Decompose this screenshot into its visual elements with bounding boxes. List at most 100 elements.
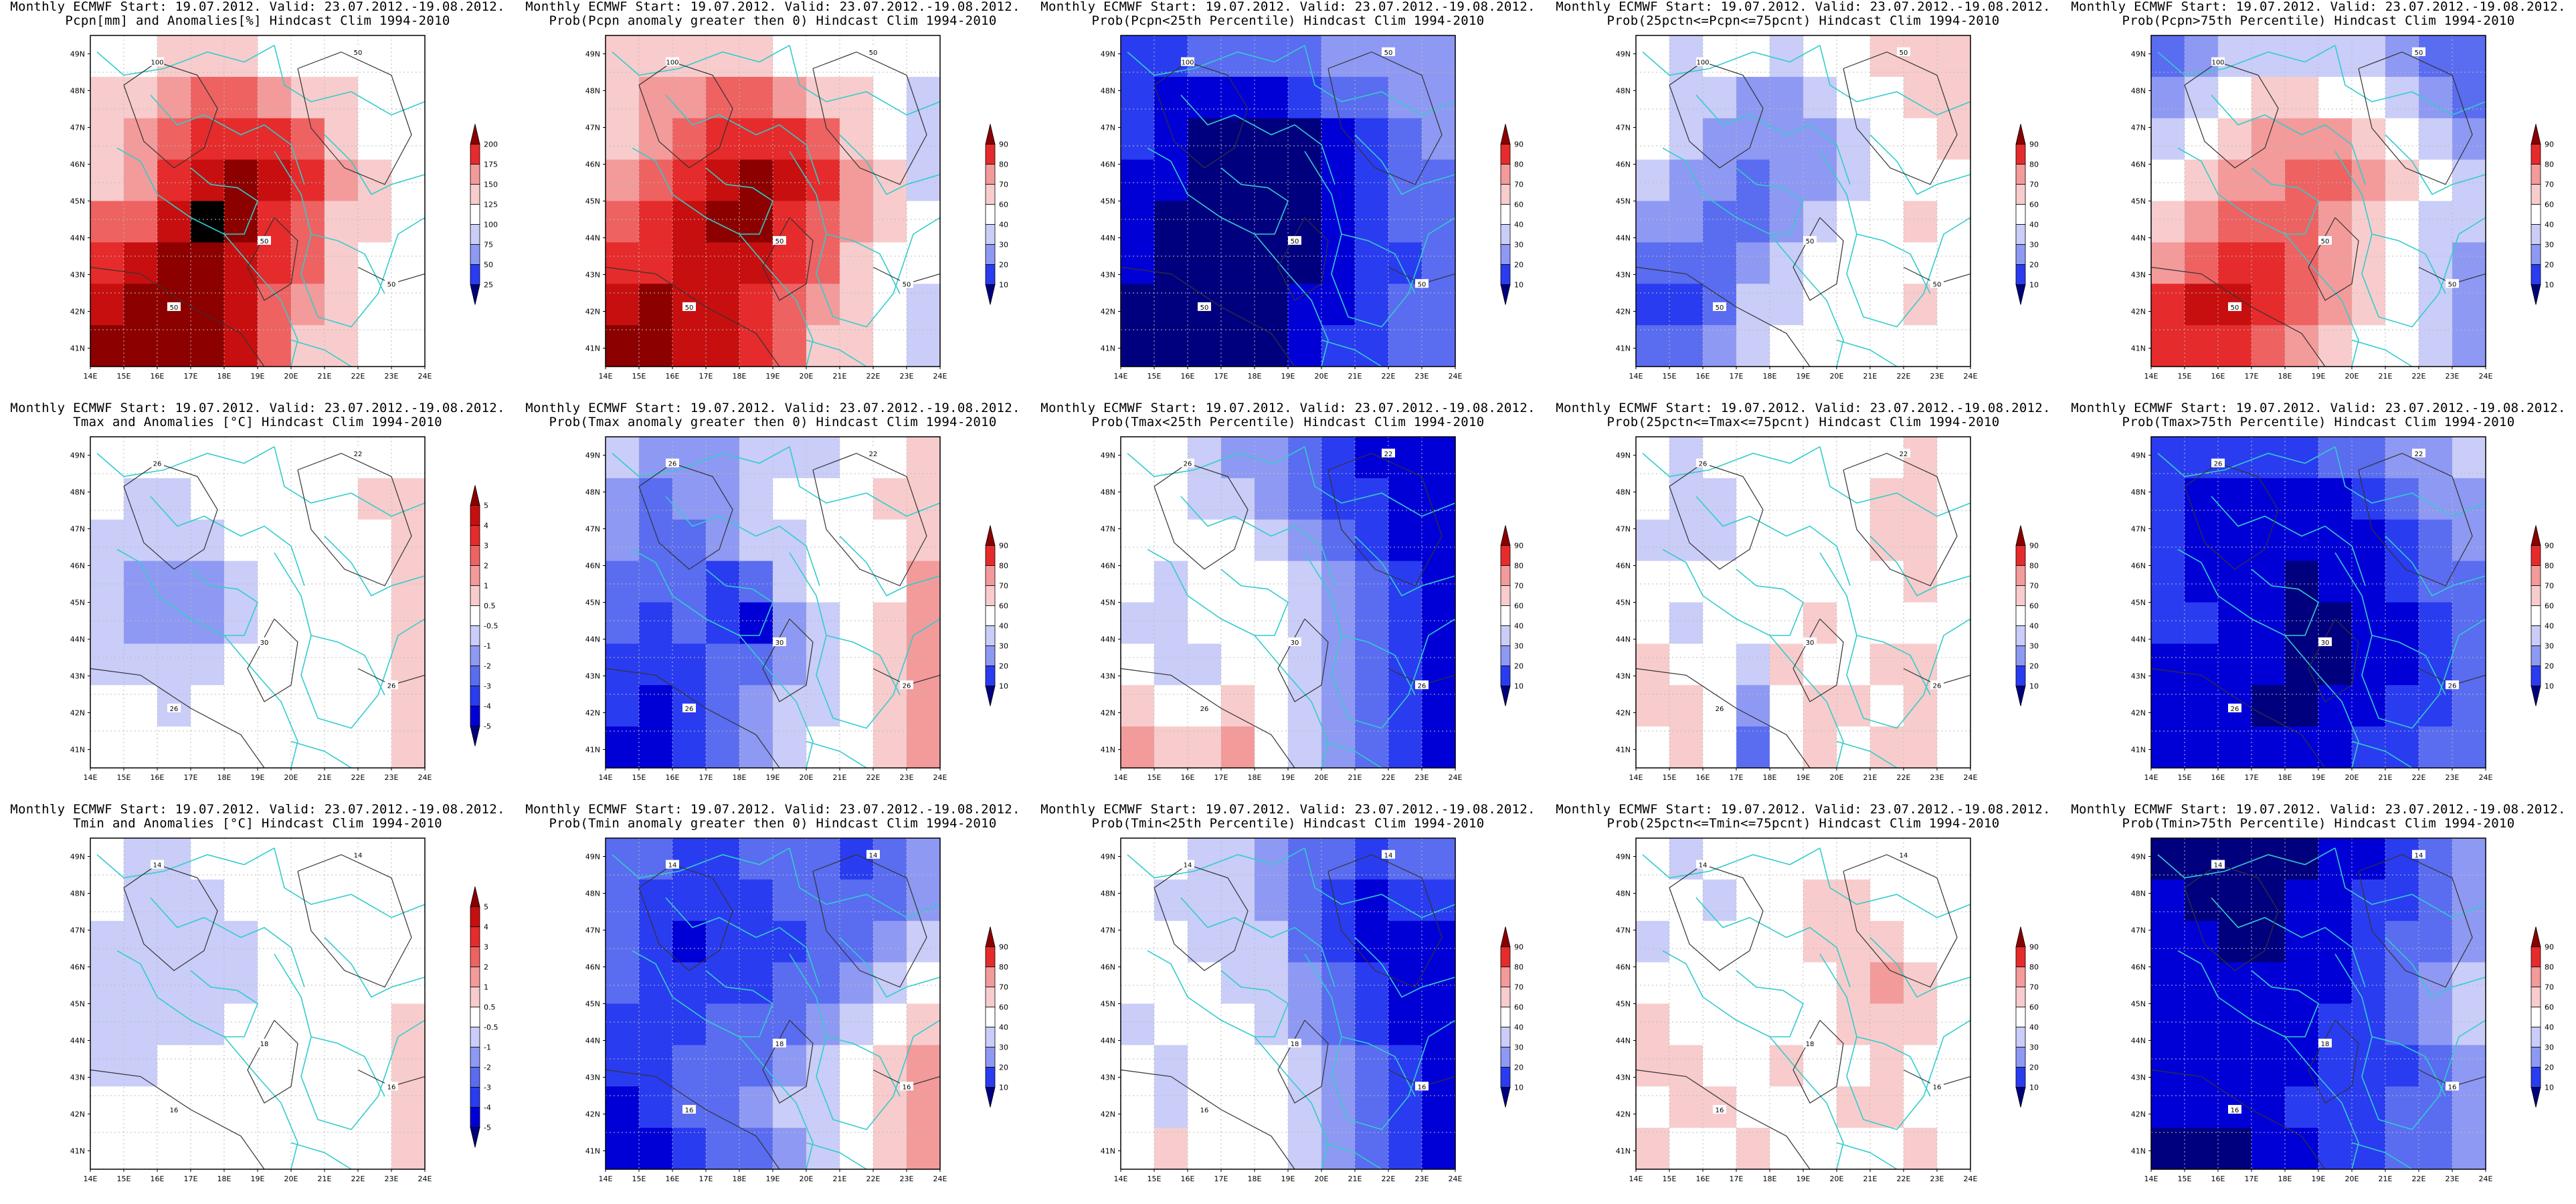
field-cell [358, 284, 392, 326]
lon-label: 18E [1248, 1175, 1262, 1183]
field-cell [2251, 1003, 2286, 1045]
field-cell [1154, 920, 1188, 963]
field-cell [2318, 159, 2353, 202]
colorbar-segment [2015, 124, 2026, 144]
border-line [2251, 569, 2319, 636]
field-cell [391, 1086, 426, 1128]
field-cell [2352, 118, 2386, 161]
field-cell [2352, 76, 2386, 119]
lat-label: 49N [70, 853, 85, 862]
border-line [310, 233, 385, 294]
field-cell [1221, 685, 1255, 727]
contour-label: 50 [1716, 304, 1724, 312]
field-cell [739, 602, 773, 644]
field-cell [806, 879, 840, 922]
field-cell [1703, 726, 1737, 769]
field-cell [191, 1128, 225, 1170]
lat-label: 49N [585, 452, 600, 460]
field-cell [2318, 284, 2353, 326]
colorbar-label: 60 [1514, 1003, 1524, 1012]
field-cell [1703, 201, 1737, 243]
field-cell [773, 962, 807, 1005]
field-cell [2419, 838, 2453, 880]
colorbar-segment [2015, 1027, 2026, 1047]
field-cell [2318, 1128, 2353, 1170]
field-cell [773, 920, 807, 963]
field-cell [1121, 1003, 1155, 1045]
border-line [2351, 740, 2413, 769]
lat-label: 44N [1101, 234, 1115, 243]
field-cell [2285, 118, 2319, 161]
field-cell [1255, 284, 1289, 326]
field-cell [157, 561, 191, 603]
field-cell [706, 726, 740, 769]
field-cell [1221, 1045, 1255, 1087]
border-line [274, 552, 426, 729]
field-cell [1904, 1128, 1938, 1170]
colorbar-label: -5 [484, 1124, 491, 1132]
field-cell [1669, 602, 1704, 644]
border-line [665, 496, 820, 587]
field-cell [1837, 962, 1871, 1005]
field-cell [639, 920, 673, 963]
field-cell [2318, 76, 2353, 119]
field-cell [124, 159, 158, 202]
panel-title-line1: Monthly ECMWF Start: 19.07.2012. Valid: … [1556, 802, 2051, 817]
colorbar-segment [2531, 625, 2541, 646]
map-panel: Monthly ECMWF Start: 19.07.2012. Valid: … [1546, 803, 2061, 1204]
field-cell [2452, 1045, 2486, 1087]
contour-label-box [167, 302, 181, 311]
contour-label-box [1696, 57, 1710, 66]
border-line [1354, 535, 1456, 597]
contour-label: 50 [387, 281, 396, 288]
border-line [1180, 94, 1336, 185]
colorbar-label: 30 [1514, 241, 1524, 249]
field-cell [1422, 1128, 1456, 1170]
field-cell [1803, 159, 1837, 202]
border-line [665, 897, 820, 988]
field-cell [358, 685, 392, 727]
colorbar-segment [2531, 565, 2541, 586]
contour-label: 16 [1200, 1107, 1209, 1114]
field-cell [1388, 519, 1422, 562]
lon-label: 15E [632, 372, 646, 381]
field-cell [1669, 76, 1704, 119]
field-cell [1803, 1128, 1837, 1170]
lat-label: 48N [1616, 890, 1631, 898]
field-cell [2218, 118, 2252, 161]
field-cell [1770, 1003, 1804, 1045]
field-cell [739, 561, 773, 603]
colorbar-segment [2015, 666, 2026, 686]
field-cell [1388, 838, 1422, 880]
field-cell [672, 726, 707, 769]
lon-label: 22E [351, 1175, 365, 1183]
field-cell [1937, 602, 1971, 644]
lon-label: 14E [1114, 773, 1128, 782]
field-cell [773, 325, 807, 367]
country-borders [612, 45, 941, 367]
colorbar-label: 10 [2029, 1084, 2039, 1092]
border-line [612, 446, 790, 478]
field-cell [1904, 602, 1938, 644]
contour-line [2308, 217, 2359, 301]
lon-label: 17E [2245, 1175, 2259, 1183]
colorbar-segment [2531, 284, 2541, 305]
field-cell [2452, 1086, 2486, 1128]
field-cell [2452, 561, 2486, 603]
field-cell [873, 437, 907, 479]
field-cell [2419, 602, 2453, 644]
colorbar-segment [470, 1007, 480, 1027]
contour-line [297, 453, 412, 587]
field-cell [325, 159, 359, 202]
colorbar-segment [2531, 946, 2541, 967]
colorbar-segment [1500, 666, 1511, 686]
field-cell [1188, 519, 1222, 562]
field-cell [2251, 1045, 2286, 1087]
field-cell [2385, 284, 2419, 326]
colorbar-label: 40 [2029, 1023, 2039, 1032]
border-line [665, 94, 820, 185]
lat-label: 47N [585, 124, 600, 132]
